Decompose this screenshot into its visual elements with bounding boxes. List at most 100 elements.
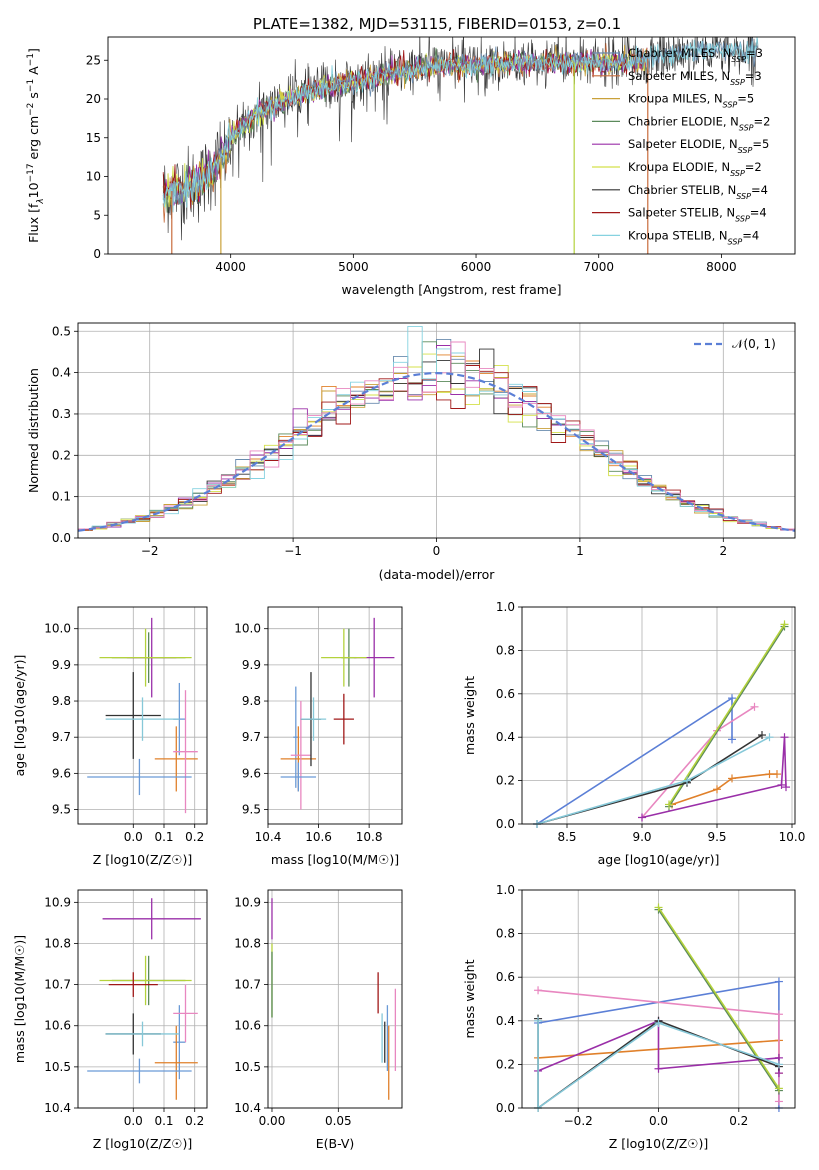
legend-entry: Salpeter STELIB, NSSP=4 — [628, 206, 767, 224]
weight-vs-z-panel: −0.2 0.0 0.2 0.0 0.2 0.4 0.6 0.8 1.0 Z [log10(Z/Z… — [462, 883, 796, 1151]
age-vs-z-panel: 0.0 0.1 0.2 9.5 9.6 9.7 9.8 9.9 10.0 Z [log10(Z/Z… — [12, 606, 208, 867]
y-tick-label: 20 — [86, 92, 101, 106]
x-tick-label: 4000 — [215, 260, 246, 274]
y-tick-label: 10.8 — [44, 936, 71, 950]
axes-frame — [267, 606, 403, 825]
y-tick-label: 0.6 — [496, 687, 515, 701]
y-label-part: erg cm — [26, 116, 41, 164]
y-tick-label: 10.4 — [44, 1101, 71, 1115]
legend-entry: Kroupa STELIB, NSSP=4 — [628, 228, 759, 246]
x-tick-label: 8000 — [706, 260, 737, 274]
y-tick-label: 0.5 — [52, 324, 71, 338]
x-axis-label: wavelength [Angstrom, rest frame] — [341, 282, 561, 297]
y-tick-label: 0.2 — [496, 774, 515, 788]
x-tick-label: 5000 — [338, 260, 369, 274]
y-tick-label: 10.7 — [44, 978, 71, 992]
legend-tail: =3 — [745, 69, 762, 83]
y-axis-label: Normed distribution — [26, 368, 41, 493]
x-tick-label: 0.00 — [259, 1114, 286, 1128]
y-tick-label: 0.4 — [52, 366, 71, 380]
legend-sub: SSP — [735, 214, 750, 223]
weight-series-line — [657, 906, 780, 1089]
y-axis-label: age [log10(age/yr)] — [12, 655, 27, 777]
x-tick-label: 6000 — [461, 260, 492, 274]
legend-sub: SSP — [723, 100, 738, 109]
y-tick-label: 0.8 — [496, 927, 515, 941]
y-axis-label: Flux [fλ10−17 erg cm−2 s−1 A−1] — [26, 48, 46, 243]
legend-sub: SSP — [728, 237, 743, 246]
legend-text: Chabrier MILES, N — [628, 46, 731, 60]
y-tick-label: 10.6 — [44, 1019, 71, 1033]
x-axis-label: E(B-V) — [316, 1136, 355, 1151]
x-tick-label: 10.4 — [255, 830, 282, 844]
x-tick-label: 0.0 — [124, 830, 143, 844]
y-tick-label: 1.0 — [496, 883, 515, 897]
residuals-panel: −2 −1 0 1 2 0.0 0.1 0.2 0.3 0.4 0.5 (data-model)/er… — [26, 322, 796, 582]
legend-text: Salpeter ELODIE, N — [628, 137, 738, 151]
legend-text: Salpeter MILES, N — [628, 69, 730, 83]
y-tick-label: 9.8 — [52, 694, 71, 708]
y-tick-label: 9.7 — [242, 730, 261, 744]
age-vs-mass-panel: 10.4 10.6 10.8 9.5 9.6 9.7 9.8 9.9 10.0 mass [log… — [234, 606, 403, 867]
y-label-part: −17 — [26, 163, 36, 182]
y-label-part: s — [26, 92, 41, 103]
legend-entry: 𝒩(0, 1) — [732, 337, 776, 351]
legend-text: Kroupa MILES, N — [628, 92, 723, 106]
weight-series-line — [668, 626, 786, 808]
legend-tail: =5 — [737, 92, 754, 106]
x-tick-label: 1 — [576, 544, 584, 558]
weight-vs-age-panel: 8.5 9.0 9.5 10.0 0.0 0.2 0.4 0.6 0.8 1.0 age [log1… — [462, 600, 805, 867]
x-tick-label: 0.2 — [185, 830, 204, 844]
legend-text: Chabrier STELIB, N — [628, 183, 736, 197]
figure-title: PLATE=1382, MJD=53115, FIBERID=0153, z=0… — [253, 15, 621, 33]
x-axis-label: Z [log10(Z/Z☉)] — [93, 852, 193, 867]
legend-tail: =5 — [752, 137, 769, 151]
mass-vs-ebv-panel: 0.00 0.05 10.4 10.5 10.6 10.7 10.8 10.9 E(B-V) — [234, 889, 403, 1151]
axes-frame — [77, 322, 796, 539]
y-label-part: −1 — [26, 79, 36, 92]
y-tick-label: 9.8 — [242, 694, 261, 708]
x-tick-label: 0.05 — [325, 1114, 352, 1128]
y-tick-label: 15 — [86, 131, 101, 145]
y-axis-label: mass weight — [462, 959, 477, 1038]
y-tick-label: 10.9 — [234, 895, 261, 909]
y-label-part: 10 — [26, 182, 41, 198]
legend-sub: SSP — [739, 123, 754, 132]
legend-tail: =4 — [751, 183, 768, 197]
y-tick-label: 0.4 — [496, 730, 515, 744]
axes-frame — [267, 889, 403, 1109]
y-tick-label: 25 — [86, 53, 101, 67]
x-axis-label: (data-model)/error — [379, 567, 496, 582]
legend-entry: Salpeter MILES, NSSP=3 — [628, 69, 762, 87]
mass-vs-z-panel: 0.0 0.1 0.2 10.4 10.5 10.6 10.7 10.8 10.9 Z [log1… — [12, 889, 208, 1151]
legend-entry: Salpeter ELODIE, NSSP=5 — [628, 137, 769, 155]
spectrum-series-line — [162, 37, 759, 213]
x-axis-label: mass [log10(M/M☉)] — [271, 852, 399, 867]
y-tick-label: 5 — [93, 208, 101, 222]
axes-frame — [77, 889, 208, 1109]
y-tick-label: 0.0 — [496, 1101, 515, 1115]
weight-series-line — [536, 696, 733, 824]
legend-tail: =4 — [750, 206, 767, 220]
legend-tail: =2 — [754, 114, 771, 128]
y-tick-label: 9.7 — [52, 730, 71, 744]
y-tick-label: 10.0 — [234, 622, 261, 636]
legend-sub: SSP — [730, 77, 745, 86]
y-tick-label: 9.9 — [242, 658, 261, 672]
y-tick-label: 9.5 — [242, 803, 261, 817]
y-tick-label: 0.2 — [496, 1057, 515, 1071]
y-tick-label: 10.5 — [44, 1060, 71, 1074]
y-tick-label: 9.9 — [52, 658, 71, 672]
y-tick-label: 10 — [86, 170, 101, 184]
x-tick-label: 0.0 — [649, 1114, 668, 1128]
x-tick-label: 7000 — [583, 260, 614, 274]
axes-frame — [521, 889, 796, 1109]
axes-frame — [77, 606, 208, 825]
x-tick-label: 0 — [433, 544, 441, 558]
x-tick-label: 0.2 — [185, 1114, 204, 1128]
legend-text: Salpeter STELIB, N — [628, 206, 735, 220]
legend-sub: SSP — [731, 55, 746, 64]
x-tick-label: 0.1 — [154, 830, 173, 844]
y-tick-label: 9.6 — [242, 766, 261, 780]
y-tick-label: 0.0 — [52, 531, 71, 545]
